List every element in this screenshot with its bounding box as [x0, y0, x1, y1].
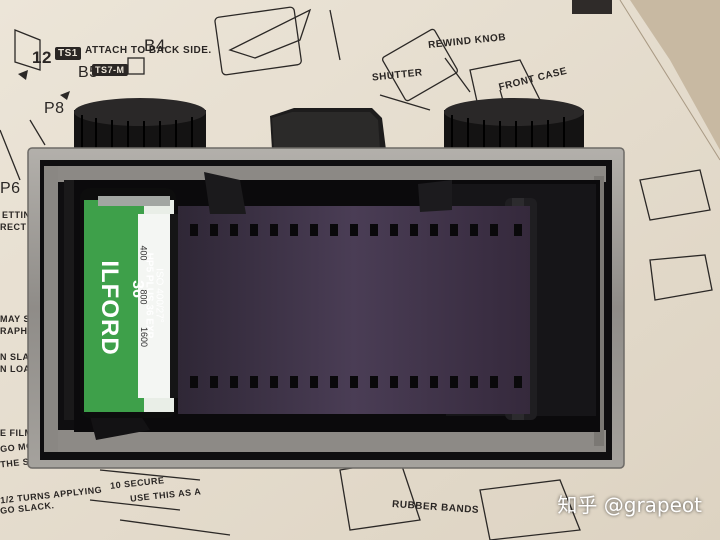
part-b5-tag: TS7-M: [92, 64, 128, 76]
cartridge-brand: ILFORD: [96, 260, 123, 356]
left-snippet: N SLACK: [0, 352, 40, 362]
left-snippet: ETTING W: [2, 210, 40, 220]
step-12-number: 12: [32, 48, 52, 67]
film-cartridge: [80, 188, 178, 418]
left-snippet: RECT SU: [0, 222, 40, 232]
cartridge-label: ILFORD 36 HP5 PLUS 36 EXP ISO 400/27° 40…: [84, 210, 174, 408]
left-instruction-snippets: ETTING W RECT SU MAY SC RAPHS. N SLACK N…: [0, 210, 40, 500]
cartridge-push-1600: 1600: [139, 326, 150, 348]
left-winding-knob: [74, 98, 206, 162]
part-p8-label: P8: [44, 100, 65, 117]
cartridge-push-400: 400: [138, 245, 149, 261]
cartridge-iso: ISO 400/27°: [153, 268, 165, 323]
left-snippet: N LOADI: [0, 364, 40, 374]
left-snippet: RAPHS.: [0, 326, 38, 336]
watermark: 知乎 @grapeot: [557, 493, 702, 517]
step-12-tag: TS1: [55, 47, 81, 60]
part-b4-label: B4: [144, 36, 166, 55]
step-12-text: ATTACH TO BACK SIDE.: [85, 45, 212, 56]
left-snippet: E FILM M: [0, 428, 40, 438]
part-p6-label: P6: [0, 180, 21, 197]
left-snippet: MAY SC: [0, 314, 38, 324]
cartridge-push-800: 800: [138, 289, 149, 305]
